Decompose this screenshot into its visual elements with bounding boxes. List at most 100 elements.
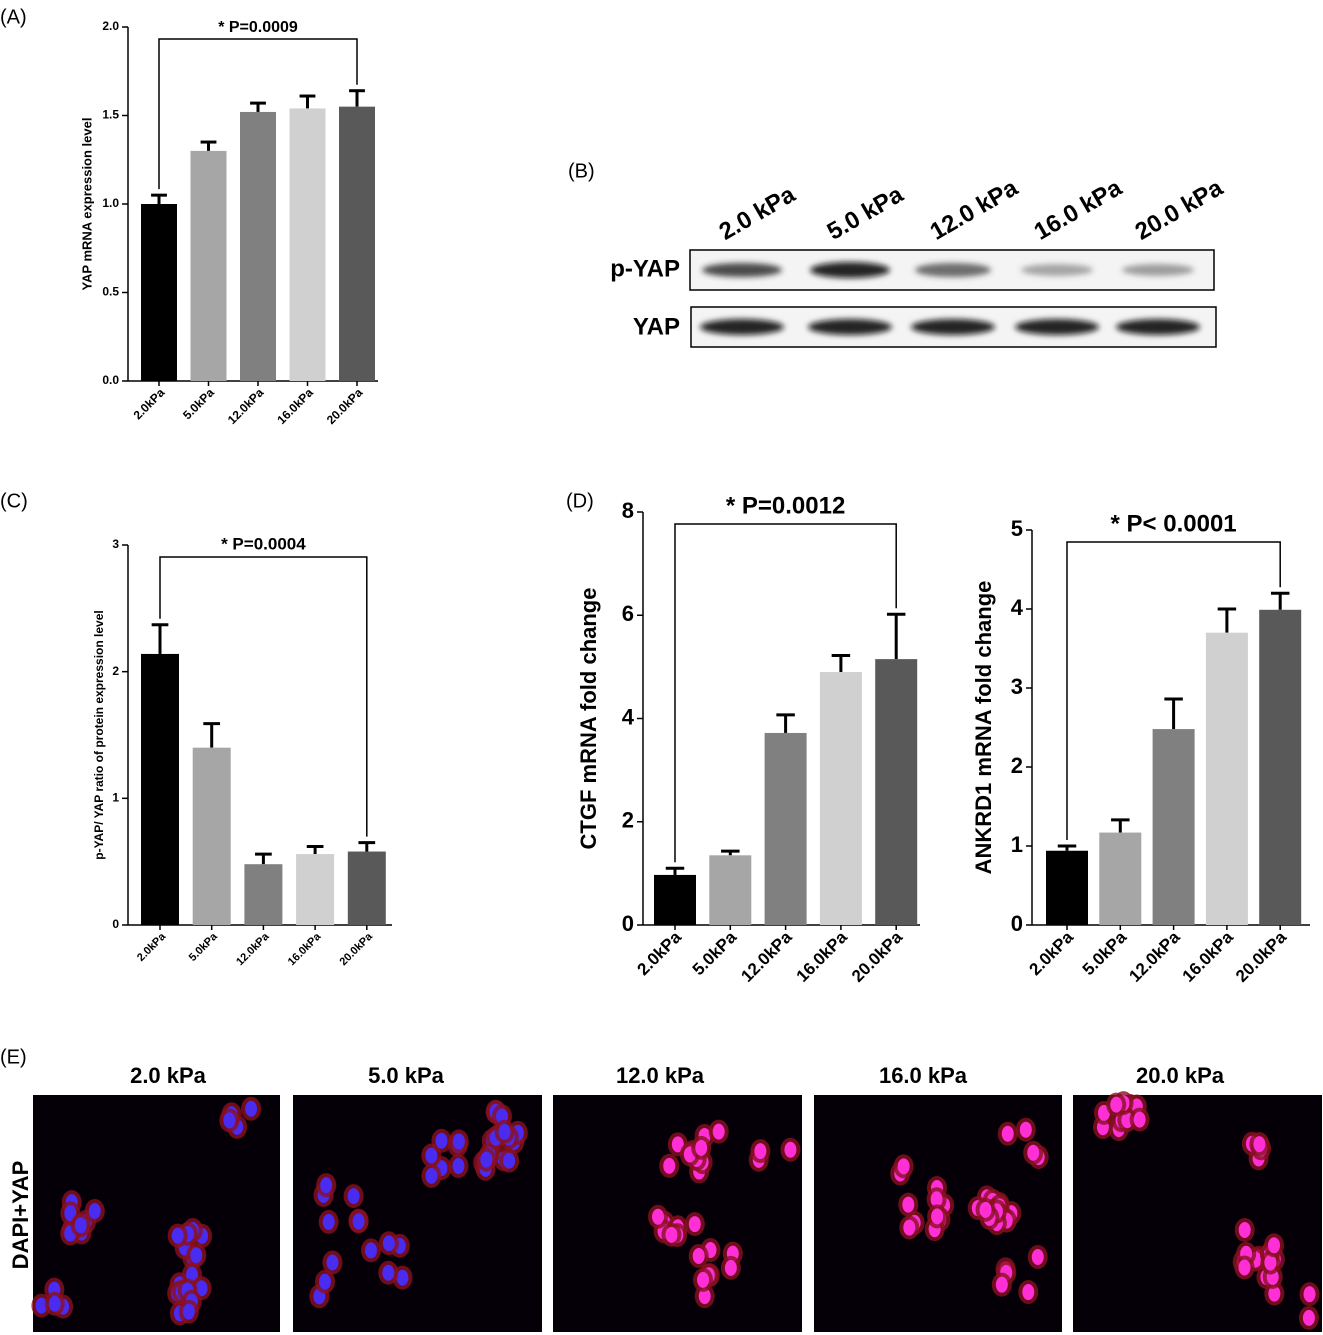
nucleus [1031,1248,1044,1265]
band [911,319,995,335]
bar [141,204,177,381]
x-tick-label: 20.0kPa [848,927,907,986]
significance-bracket [1066,541,1281,840]
bar [709,855,752,925]
nucleus [697,1271,710,1288]
nucleus [435,1132,448,1149]
band [808,319,892,335]
nucleus [1238,1259,1251,1276]
band [1116,319,1200,335]
bar [347,851,386,925]
y-tick-label: 2 [112,664,119,678]
panel-label: (B) [568,160,595,182]
y-tick-label: 3 [1011,674,1023,699]
nucleus [698,1288,711,1305]
nucleus [903,1219,916,1236]
nucleus [245,1100,258,1117]
nucleus [498,1123,511,1140]
nucleus [382,1264,395,1281]
x-tick-label: 5.0kPa [187,930,221,964]
bands [700,262,1200,335]
x-tick-label: 2.0kPa [131,385,168,422]
image-title: 12.0 kPa [616,1063,705,1088]
y-tick-label: 0 [1011,911,1023,936]
significance-bracket [674,523,897,863]
lane-label: 16.0 kPa [1030,174,1127,246]
nucleus [1238,1221,1251,1238]
micrograph [31,1095,280,1332]
nucleus [382,1235,395,1252]
bar [296,854,335,925]
nucleus [671,1136,684,1153]
lane-label: 5.0 kPa [823,181,909,246]
nucleus [88,1202,101,1219]
bar [654,874,696,925]
x-tick-label: 2.0kPa [1025,927,1077,979]
image-title: 5.0 kPa [368,1063,445,1088]
x-tick-label: 16.0kPa [793,927,852,986]
nucleus [712,1123,725,1140]
y-tick-label: 8 [622,498,634,523]
y-tick-label: 1.5 [102,108,119,122]
bar [819,672,862,925]
bar [764,732,807,925]
y-tick-label: 0.5 [102,285,119,299]
y-tick-label: 0 [622,911,634,936]
x-tick-label: 12.0kPa [737,927,796,986]
nucleus [480,1151,493,1168]
blot-row-label: p-YAP [610,255,680,282]
nucleus [425,1167,438,1184]
annotation: * P=0.0004 [221,535,306,554]
panel-label: (D) [566,490,594,512]
nucleus [223,1112,236,1129]
nucleus [48,1295,61,1312]
bar [1152,729,1195,925]
nucleus [692,1247,705,1264]
nucleus [503,1152,516,1169]
x-tick-label: 20.0kPa [324,385,366,427]
image-title: 20.0 kPa [1136,1063,1225,1088]
nucleus [452,1158,465,1175]
micrograph [1073,1091,1322,1332]
nucleus [320,1177,333,1194]
nucleus [1303,1286,1316,1303]
panel-label: (C) [0,490,28,512]
panel-label: (E) [0,1046,27,1068]
x-tick-label: 16.0kPa [274,385,316,427]
y-tick-label: 1.0 [102,196,119,210]
panel-label: (A) [0,6,27,28]
nucleus [724,1259,737,1276]
bar [1259,609,1302,925]
nucleus [1268,1237,1281,1254]
bar-chart: 0 1 2 3 2.0kPa 5.0kPa 12.0kPa 16.0kPa 20.0kPa * P… [92,535,392,968]
y-tick-label: 2.0 [102,19,119,33]
nucleus [688,1216,701,1233]
bar [339,106,375,382]
nucleus [1110,1096,1123,1113]
bar [240,111,276,382]
nucleus [322,1213,335,1230]
nucleus [979,1201,992,1218]
nucleus [35,1297,48,1314]
annotation: * P=0.0009 [218,19,298,36]
bar [289,108,326,382]
x-tick-label: 12.0kPa [1125,927,1184,986]
micrograph [293,1095,542,1332]
bar [875,659,918,925]
band [1021,264,1093,276]
nucleus [182,1303,195,1320]
nucleus [364,1242,377,1259]
y-axis-label: YAP mRNA expression level [79,118,94,291]
bar [1205,632,1248,925]
nucleus [931,1208,944,1225]
y-tick-label: 0.0 [102,373,119,387]
nucleus [326,1254,339,1271]
nucleus [754,1143,767,1160]
nucleus [784,1141,797,1158]
y-tick-label: 1 [1011,832,1023,857]
y-tick-label: 3 [112,537,119,551]
bar [244,864,283,925]
nucleus [1027,1144,1040,1161]
nucleus [1133,1111,1146,1128]
